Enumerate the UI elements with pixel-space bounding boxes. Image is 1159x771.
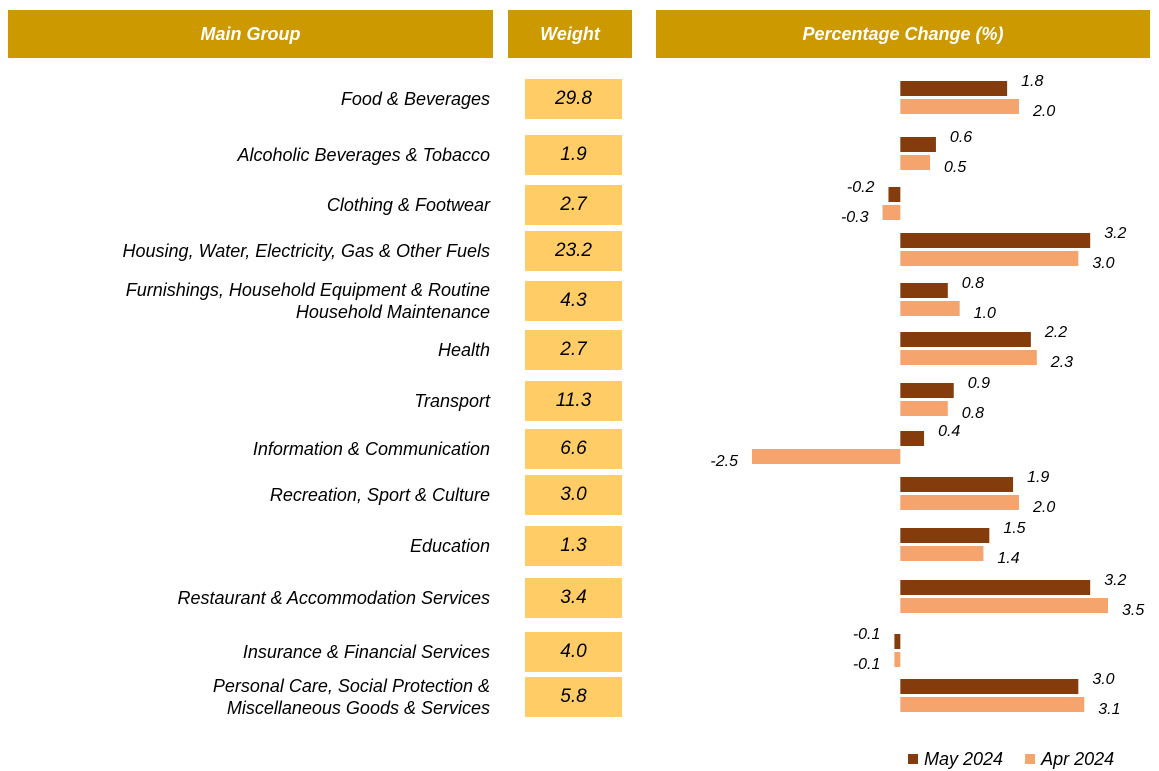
weight-cell: 3.0 xyxy=(525,475,622,515)
value-label: 3.2 xyxy=(1104,572,1126,589)
bar xyxy=(900,301,960,316)
category-label: Transport xyxy=(414,391,490,411)
value-label: 0.6 xyxy=(950,129,972,146)
bar xyxy=(900,233,1091,248)
bar xyxy=(900,155,930,170)
weight-cell: 1.3 xyxy=(525,526,622,566)
category-label: Information & Communication xyxy=(252,439,490,459)
weight-cell: 4.3 xyxy=(525,281,622,321)
value-label: 0.8 xyxy=(962,405,984,422)
value-label: -0.2 xyxy=(847,179,875,196)
bar xyxy=(900,477,1014,492)
bar xyxy=(900,137,936,152)
legend-label: Apr 2024 xyxy=(1040,749,1114,769)
value-label: 3.1 xyxy=(1098,701,1120,718)
category-label: Recreation, Sport & Culture xyxy=(269,485,490,505)
bar xyxy=(894,652,901,667)
header-change: Percentage Change (%) xyxy=(656,10,1150,58)
value-label: 3.5 xyxy=(1122,602,1144,619)
bar xyxy=(900,81,1008,96)
bar xyxy=(882,205,901,220)
category-label: Restaurant & Accommodation Services xyxy=(177,588,490,608)
bar xyxy=(900,546,984,561)
bar xyxy=(900,697,1085,712)
legend-swatch xyxy=(908,754,918,764)
value-label: 1.5 xyxy=(1003,520,1025,537)
bar xyxy=(900,283,948,298)
category-label: Housing, Water, Electricity, Gas & Other… xyxy=(122,241,490,261)
value-label: 3.0 xyxy=(1092,671,1114,688)
weight-cell: 11.3 xyxy=(525,381,622,421)
bar xyxy=(900,251,1079,266)
value-label: 2.0 xyxy=(1032,103,1055,120)
category-label: Clothing & Footwear xyxy=(326,195,490,215)
value-label: 0.5 xyxy=(944,159,966,176)
value-label: 2.0 xyxy=(1032,499,1055,516)
weight-cell: 3.4 xyxy=(525,578,622,618)
bar xyxy=(900,495,1019,510)
value-label: 1.8 xyxy=(1021,73,1043,90)
bar xyxy=(900,580,1091,595)
value-label: 1.9 xyxy=(1027,469,1049,486)
bar xyxy=(900,679,1079,694)
category-label: Furnishings, Household Equipment & Routi… xyxy=(125,280,490,322)
bar xyxy=(900,350,1037,365)
weight-cell: 23.2 xyxy=(525,231,622,271)
value-label: 3.2 xyxy=(1104,225,1126,242)
weight-cell: 29.8 xyxy=(525,79,622,119)
category-label: Personal Care, Social Protection & Misce… xyxy=(212,676,490,718)
weight-cell: 2.7 xyxy=(525,185,622,225)
legend-swatch xyxy=(1025,754,1036,764)
weight-cell: 2.7 xyxy=(525,330,622,370)
bar xyxy=(894,634,901,649)
header-weight: Weight xyxy=(508,10,632,58)
bar xyxy=(900,383,954,398)
category-label: Health xyxy=(437,340,490,360)
value-label: 0.9 xyxy=(968,375,990,392)
category-label: Food & Beverages xyxy=(340,89,490,109)
value-label: 1.0 xyxy=(974,305,996,322)
value-label: 0.8 xyxy=(962,275,984,292)
weight-cell: 5.8 xyxy=(525,677,622,717)
weight-cell: 1.9 xyxy=(525,135,622,175)
bar xyxy=(752,449,901,464)
bar xyxy=(900,332,1031,347)
value-label: 0.4 xyxy=(938,423,960,440)
bar xyxy=(900,528,990,543)
value-label: -2.5 xyxy=(710,453,738,470)
value-label: 2.3 xyxy=(1050,354,1073,371)
bar xyxy=(900,431,925,446)
value-label: -0.1 xyxy=(853,656,881,673)
category-label: Alcoholic Beverages & Tobacco xyxy=(237,145,490,165)
weight-cell: 6.6 xyxy=(525,429,622,469)
value-label: -0.3 xyxy=(841,209,869,226)
value-label: -0.1 xyxy=(853,626,881,643)
value-label: 3.0 xyxy=(1092,255,1114,272)
category-label: Insurance & Financial Services xyxy=(242,642,490,662)
value-label: 2.2 xyxy=(1044,324,1067,341)
category-label: Education xyxy=(409,536,490,556)
value-label: 1.4 xyxy=(997,550,1019,567)
bar xyxy=(888,187,901,202)
legend-label: May 2024 xyxy=(924,749,1003,769)
bar xyxy=(900,598,1108,613)
weight-cell: 4.0 xyxy=(525,632,622,672)
bar xyxy=(900,99,1019,114)
header-group: Main Group xyxy=(8,10,493,58)
bar xyxy=(900,401,948,416)
